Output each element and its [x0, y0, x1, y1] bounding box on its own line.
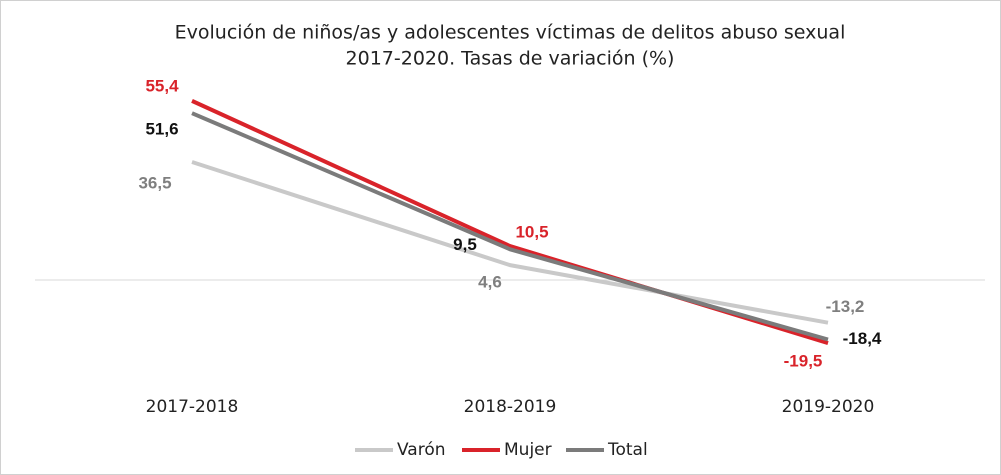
data-label: 51,6: [145, 120, 178, 139]
legend-label: Varón: [397, 440, 446, 460]
data-label: -13,2: [826, 297, 865, 316]
data-label: -19,5: [784, 352, 823, 371]
data-label: 36,5: [138, 173, 171, 192]
chart-title: Evolución de niños/as y adolescentes víc…: [175, 22, 846, 44]
chart-title: 2017-2020. Tasas de variación (%): [346, 48, 675, 70]
data-label: 10,5: [515, 223, 548, 242]
x-tick-label: 2019-2020: [782, 397, 875, 417]
series-line: [191, 160, 829, 325]
x-tick-label: 2017-2018: [146, 397, 239, 417]
data-label: 4,6: [478, 273, 502, 292]
x-tick-label: 2018-2019: [464, 397, 557, 417]
data-label: 55,4: [145, 76, 179, 95]
legend-label: Total: [607, 440, 648, 460]
series-line: [191, 111, 829, 342]
data-label: 9,5: [453, 235, 477, 254]
legend-label: Mujer: [504, 440, 552, 460]
data-label: -18,4: [843, 329, 882, 348]
